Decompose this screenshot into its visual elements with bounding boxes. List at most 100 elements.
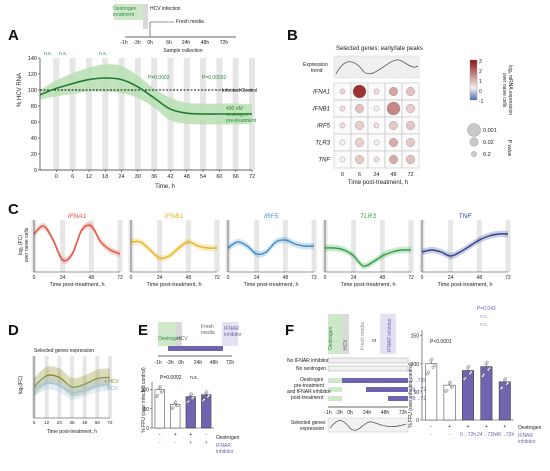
panel-f-row-sign: 24→72h xyxy=(477,432,496,438)
f-schema-hcv-col xyxy=(343,314,349,354)
e-timeline-tick-5: 48h xyxy=(210,360,219,366)
panel-b-cbar-label-2: over naive cells xyxy=(501,73,507,108)
panel-c-xtick-label: 0 xyxy=(130,275,133,281)
panel-e-datapoint xyxy=(158,385,162,388)
panel-c-xtick-label: 24 xyxy=(254,275,260,281)
panel-c-time-band xyxy=(157,220,163,272)
panel-e-datapoint xyxy=(187,399,190,403)
panel-f-schema xyxy=(327,314,409,433)
panel-a-xtick-label: 48 xyxy=(184,174,190,180)
panel-b-row-label: TNF xyxy=(318,158,330,164)
panel-a-treated-label-2: oestrogen xyxy=(226,112,248,118)
panel-c-xtick-label: 0 xyxy=(33,275,36,281)
panel-f-annot-ns2: n.s. xyxy=(480,322,488,328)
panel-d-xtick-label: 36 xyxy=(69,420,75,425)
timeline-hcv-block xyxy=(143,4,148,29)
f-label-no-oest: No oestrogen xyxy=(296,366,326,372)
panel-e-datapoint xyxy=(207,394,211,398)
panel-a-ytick-label: 0 xyxy=(34,168,37,174)
panel-a-xtick-label: 30 xyxy=(135,174,141,180)
panel-d-time-band xyxy=(57,356,62,418)
panel-c-time-band xyxy=(505,220,511,272)
panel-f-row-sign: - xyxy=(430,424,432,430)
panel-b-dot xyxy=(389,87,398,96)
panel-b-cbar-label-1: log₂ mRNA expression xyxy=(507,65,513,115)
panel-a-ytick-label: 140 xyxy=(28,56,37,62)
panel-a-ytick-label: 20 xyxy=(31,152,37,158)
panel-f-ytick-label: 150 xyxy=(411,334,420,340)
panel-c-ylabel-1: log₂ (FC) xyxy=(18,235,24,255)
e-timeline-hcv-label: HCV xyxy=(177,336,188,342)
panel-b-dot xyxy=(373,105,380,112)
panel-d-legend-nohcv: - HCV xyxy=(104,386,118,392)
f-sel-genes-curve xyxy=(329,420,407,431)
panel-d-time-band xyxy=(82,356,87,418)
e-timeline-ifnar-block xyxy=(222,322,238,346)
panel-b-colorbar-tick: 0 xyxy=(479,89,482,95)
panel-a-annot-ns-3: n.s. xyxy=(99,51,107,57)
panel-c-time-band xyxy=(117,220,123,272)
panel-b-col-label: 48 xyxy=(390,172,396,178)
panel-b-dot xyxy=(373,122,380,129)
panel-f-datapoint xyxy=(485,360,489,364)
panel-c-xlabel: Time post-treatment, h xyxy=(49,282,104,288)
f-label-combo-4: post-treatment xyxy=(291,395,324,401)
panel-e-row-sign: - xyxy=(159,432,161,438)
panel-c-xtick-label: 0 xyxy=(324,275,327,281)
panel-b-dot xyxy=(386,101,401,116)
panel-a-treated-label-3: pre-treatment xyxy=(226,118,257,124)
panel-b-col-label: 6 xyxy=(358,172,361,178)
panel-c-time-band xyxy=(88,220,94,272)
f-row-combo-1-oest xyxy=(328,378,342,383)
f-sel-genes-box xyxy=(327,417,409,433)
panel-d-chart: 0 12 24 36 48 60 72 xyxy=(32,356,113,425)
panel-f-annot-p1: P<0.0001 xyxy=(430,339,452,345)
panel-f-ytick-label: 0 xyxy=(416,418,419,424)
panel-f-row-sign: + xyxy=(467,424,470,430)
panel-e-datapoint xyxy=(202,398,206,402)
timeline-fresh-label: Fresh media xyxy=(176,19,204,25)
panel-e-datapoint xyxy=(160,389,164,393)
panel-c-gene-title: IFNA1 xyxy=(68,213,87,220)
panel-c-time-band xyxy=(379,220,385,272)
panel-f-row-sign: + xyxy=(448,424,451,430)
panel-e-datapoint xyxy=(189,392,193,396)
panel-b-dot xyxy=(373,156,380,163)
panel-b-dot xyxy=(355,138,364,147)
f-tick-5: 48h xyxy=(381,410,390,416)
panel-e-datapoint xyxy=(176,403,180,407)
panel-c-xlabel: Time post-treatment, h xyxy=(340,282,395,288)
panel-b-dot xyxy=(339,88,346,95)
panel-f-ylabel: % FFU (over infected control) xyxy=(408,362,414,428)
panel-e-chart: 0 50 100 - - + - + + - + xyxy=(141,382,214,446)
panel-label-f: F xyxy=(285,322,294,339)
panel-label-c: C xyxy=(8,201,19,218)
f-hdr-or: or xyxy=(372,338,377,344)
panel-f-datapoint xyxy=(500,386,504,389)
panel-a-chart: 0 20 40 60 80 100 120 140 0 6 12 18 24 30 36 42 48 54 60 66… xyxy=(28,56,255,180)
panel-b-col-label: 0 xyxy=(341,172,344,178)
panel-c-time-band xyxy=(351,220,357,272)
panel-a-control-label-1: Infected Control xyxy=(222,88,257,94)
timeline-tick-7: 72h xyxy=(220,40,229,46)
panel-b-dot xyxy=(406,104,415,113)
panel-e-row-sign: - xyxy=(205,432,207,438)
panel-f-row-sign: + xyxy=(503,424,506,430)
panel-b-dot xyxy=(339,122,346,129)
f-hdr-ifnar: IFNAR inhibitor xyxy=(387,318,393,352)
panel-b-size-legend-dot xyxy=(471,151,477,157)
panel-c-time-band xyxy=(185,220,191,272)
panel-f-row-sign: 0→72h xyxy=(460,432,476,438)
panel-d-ci-band xyxy=(34,376,110,400)
panel-c-line-irf5 xyxy=(227,239,315,256)
panel-a-ytick-label: 80 xyxy=(31,104,37,110)
panel-a-time-band xyxy=(151,58,158,170)
panel-e-row-sign: + xyxy=(174,432,177,438)
panel-b-row-label: IRF5 xyxy=(317,124,331,130)
panel-b-row-label: IFNB1 xyxy=(313,107,330,113)
f-row-no-oest xyxy=(327,365,409,372)
panel-e-ylabel: % FFU (over infected control) xyxy=(141,367,147,433)
panel-b-col-label: 72 xyxy=(407,172,413,178)
panel-a-xtick-label: 12 xyxy=(86,174,92,180)
